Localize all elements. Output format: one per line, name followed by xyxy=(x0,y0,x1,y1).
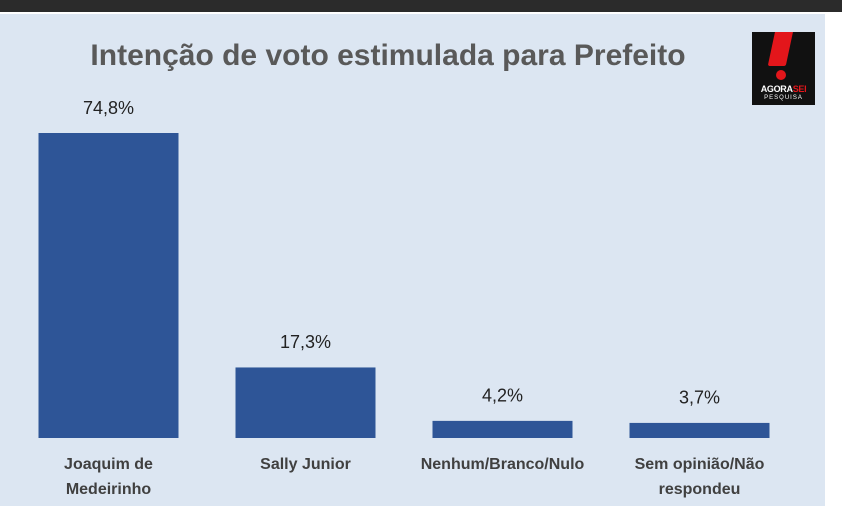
x-tick-label: Sem opinião/Não respondeu xyxy=(634,456,765,498)
logo-subtitle: PESQUISA xyxy=(764,95,803,101)
x-tick-label: Nenhum/Branco/Nulo xyxy=(420,456,585,473)
logo-word-a: AGORA xyxy=(760,84,793,94)
bar xyxy=(629,422,770,438)
value-label: 3,7% xyxy=(679,388,720,408)
logo: AGORASEI PESQUISA xyxy=(752,32,815,105)
x-tick-label: Sally Junior xyxy=(260,456,351,473)
value-label: 4,2% xyxy=(482,386,523,406)
logo-word-b: SEI xyxy=(792,84,807,94)
value-label: 17,3% xyxy=(280,332,331,352)
logo-word: AGORASEI xyxy=(752,84,815,94)
top-bar xyxy=(0,0,842,12)
logo-dot xyxy=(776,70,786,80)
x-tick-label: Joaquim de Medeirinho xyxy=(64,456,153,498)
bar xyxy=(235,367,376,438)
chart-title: Intenção de voto estimulada para Prefeit… xyxy=(90,39,685,72)
value-label: 74,8% xyxy=(83,98,134,118)
bar xyxy=(432,420,573,438)
bar xyxy=(38,133,179,438)
logo-mark xyxy=(767,32,795,66)
